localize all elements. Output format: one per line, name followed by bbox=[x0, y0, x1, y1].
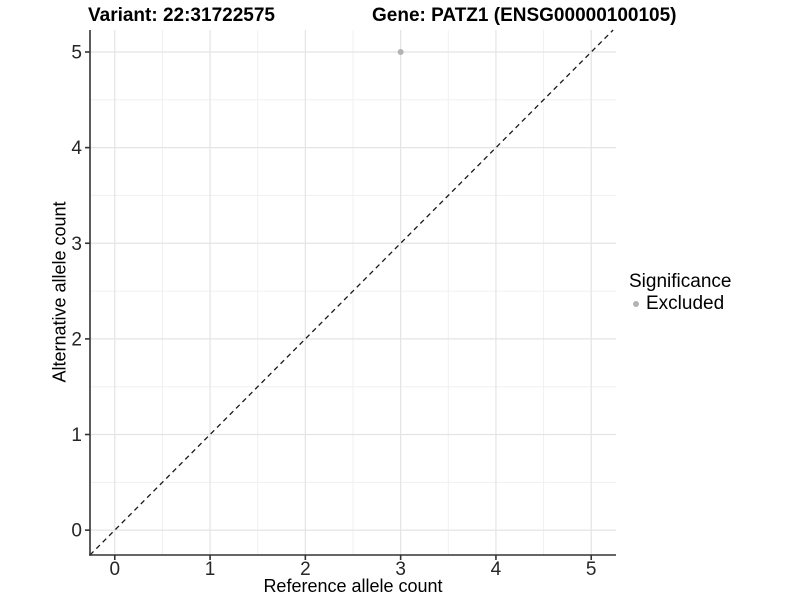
x-tick-label: 1 bbox=[205, 559, 216, 580]
y-tick-label: 0 bbox=[71, 521, 82, 542]
x-tick-label: 5 bbox=[586, 559, 597, 580]
y-tick-label: 2 bbox=[71, 329, 82, 350]
data-point bbox=[397, 48, 404, 55]
y-tick-label: 1 bbox=[71, 425, 82, 446]
y-tick-label: 4 bbox=[71, 138, 82, 159]
plot-title-variant: Variant: 22:31722575 bbox=[88, 5, 275, 26]
legend-item-excluded: Excluded bbox=[629, 293, 731, 315]
x-tick-labels: 0 1 2 3 4 5 bbox=[109, 559, 596, 580]
x-tick-label: 0 bbox=[109, 559, 120, 580]
x-tick-label: 3 bbox=[395, 559, 406, 580]
axis-lines bbox=[89, 30, 616, 556]
y-tick-label: 3 bbox=[71, 234, 82, 255]
axis-ticks bbox=[85, 51, 593, 560]
identity-reference-line bbox=[89, 29, 614, 556]
major-gridlines bbox=[90, 30, 616, 555]
y-axis-title: Alternative allele count bbox=[49, 201, 70, 383]
y-tick-label: 5 bbox=[71, 42, 82, 63]
data-points bbox=[397, 48, 404, 55]
x-tick-label: 2 bbox=[300, 559, 311, 580]
minor-gridlines bbox=[90, 30, 616, 555]
legend: Significance Excluded bbox=[629, 271, 731, 315]
x-axis-title: Reference allele count bbox=[263, 576, 443, 596]
x-tick-label: 4 bbox=[491, 559, 502, 580]
legend-item-label: Excluded bbox=[646, 293, 725, 314]
plot-title-gene: Gene: PATZ1 (ENSG00000100105) bbox=[372, 5, 677, 26]
legend-title: Significance bbox=[629, 271, 732, 292]
y-tick-labels: 0 1 2 3 4 5 bbox=[71, 42, 82, 541]
legend-point-icon bbox=[633, 301, 639, 307]
